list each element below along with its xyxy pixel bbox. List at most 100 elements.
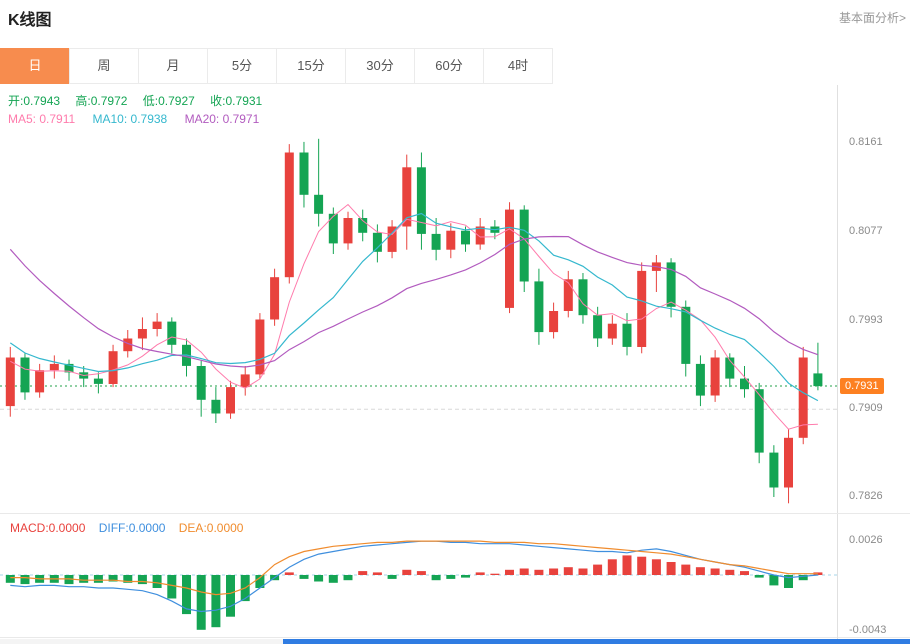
candle-body	[314, 194, 324, 214]
candle-body	[563, 279, 573, 311]
macd-bar	[255, 575, 265, 588]
tab-15min[interactable]: 15分	[276, 48, 346, 84]
tab-month[interactable]: 月	[138, 48, 208, 84]
macd-bar	[622, 555, 632, 575]
macd-bar	[167, 575, 177, 599]
candle-body	[475, 226, 485, 245]
candlestick-chart[interactable]	[0, 85, 910, 513]
macd-bar	[519, 568, 529, 575]
candle-body	[431, 233, 441, 250]
candlestick-panel[interactable]: 开:0.7943 高:0.7972 低:0.7927 收:0.7931 MA5:…	[0, 85, 910, 513]
candle-body	[255, 319, 265, 375]
macd-bar	[798, 575, 808, 581]
tab-30min[interactable]: 30分	[345, 48, 415, 84]
candle-body	[152, 321, 162, 329]
macd-bar	[740, 571, 749, 575]
macd-axis-label: 0.0026	[849, 534, 883, 547]
macd-bar	[79, 575, 89, 583]
macd-histogram-group	[5, 555, 823, 630]
macd-bar	[152, 575, 162, 588]
candle-body	[167, 321, 177, 345]
candle-body	[270, 277, 280, 320]
macd-bar	[182, 575, 191, 615]
tab-5min[interactable]: 5分	[207, 48, 277, 84]
candle-body	[769, 452, 779, 488]
diff-line	[10, 540, 818, 613]
candle-body	[49, 363, 59, 371]
macd-bar	[534, 569, 544, 575]
macd-bar	[416, 571, 426, 575]
macd-bar	[137, 575, 147, 585]
candle-body	[211, 399, 221, 414]
macd-bar	[505, 569, 514, 575]
candle-body	[123, 338, 133, 352]
candle-body	[637, 270, 647, 347]
candle-body	[108, 351, 118, 384]
macd-bar	[211, 575, 221, 628]
macd-bar	[64, 575, 74, 585]
candles-group	[5, 138, 823, 504]
chart-scrollbar-thumb[interactable]	[283, 639, 910, 644]
macd-bar	[108, 575, 118, 582]
macd-bar	[651, 559, 661, 575]
macd-bar	[784, 575, 793, 588]
macd-bar	[5, 575, 15, 583]
period-tab-bar: 日 周 月 5分 15分 30分 60分 4时	[0, 48, 553, 84]
macd-bar	[446, 575, 456, 579]
macd-panel[interactable]: MACD:0.0000 DIFF:0.0000 DEA:0.0000 0.002…	[0, 513, 910, 639]
tab-4hour[interactable]: 4时	[483, 48, 553, 84]
chart-scrollbar-track[interactable]	[0, 639, 910, 644]
tab-week[interactable]: 周	[69, 48, 139, 84]
candle-body	[416, 167, 426, 234]
macd-bar	[490, 573, 500, 575]
candle-body	[593, 315, 603, 339]
ma20-value: MA20: 0.7971	[184, 112, 260, 126]
candle-body	[505, 209, 514, 308]
candle-body	[578, 279, 588, 316]
macd-chart[interactable]	[0, 514, 910, 639]
macd-bar	[681, 564, 691, 575]
macd-axis-label: -0.0043	[849, 624, 887, 637]
ohlc-legend: 开:0.7943 高:0.7972 低:0.7927 收:0.7931	[8, 92, 274, 109]
candle-body	[387, 226, 397, 252]
close-value: 收:0.7931	[210, 94, 263, 108]
candle-body	[64, 363, 74, 373]
macd-bar	[343, 575, 353, 581]
macd-bar	[563, 567, 573, 575]
macd-bar	[593, 564, 603, 575]
macd-bar	[637, 556, 647, 575]
macd-bar	[769, 575, 779, 586]
candle-body	[710, 357, 720, 396]
candle-body	[402, 167, 412, 227]
macd-bar	[695, 567, 705, 575]
ma5-line	[10, 203, 818, 430]
candle-body	[226, 387, 235, 414]
macd-bar	[123, 575, 133, 583]
ma10-value: MA10: 0.7938	[92, 112, 168, 126]
macd-bar	[754, 575, 764, 578]
macd-bar	[475, 572, 485, 575]
macd-bar	[93, 575, 103, 583]
macd-bar	[431, 575, 441, 581]
candle-body	[284, 152, 294, 278]
candle-body	[681, 306, 691, 364]
macd-bar	[299, 575, 309, 579]
candle-body	[607, 323, 617, 339]
macd-legend: MACD:0.0000 DIFF:0.0000 DEA:0.0000	[10, 521, 253, 535]
macd-bar	[387, 575, 397, 579]
fundamental-analysis-link[interactable]: 基本面分析>	[838, 11, 906, 25]
macd-bar	[358, 571, 368, 575]
macd-bar	[549, 568, 559, 575]
candle-body	[549, 311, 559, 333]
candle-body	[534, 281, 544, 333]
candle-body	[798, 357, 808, 438]
price-axis-label: 0.8161	[849, 136, 883, 148]
macd-value: MACD:0.0000	[10, 521, 86, 535]
macd-bar	[710, 568, 720, 575]
tab-day[interactable]: 日	[0, 48, 70, 84]
macd-bar	[328, 575, 338, 583]
macd-bar	[666, 562, 676, 575]
candle-body	[461, 230, 470, 245]
tab-60min[interactable]: 60分	[414, 48, 484, 84]
